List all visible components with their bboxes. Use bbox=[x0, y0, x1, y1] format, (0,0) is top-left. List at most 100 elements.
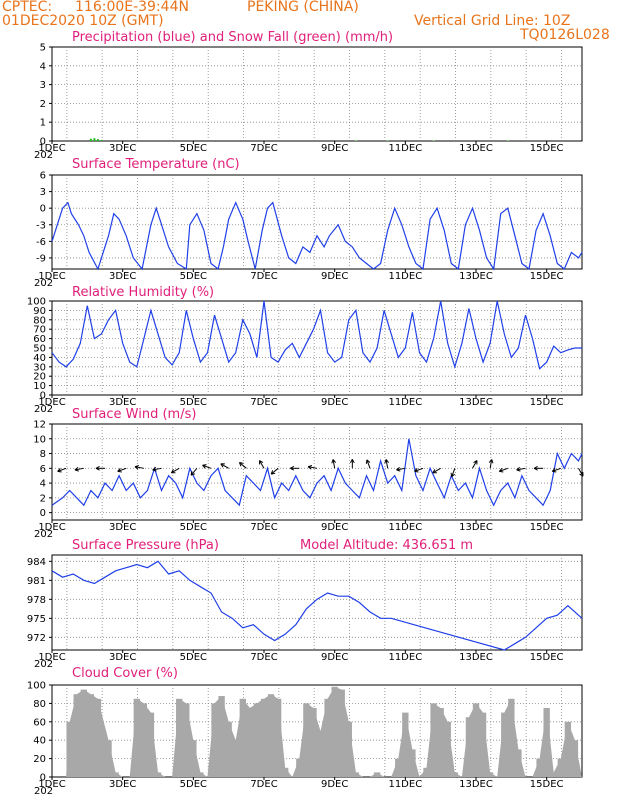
precip-xtick-label: 11DEC bbox=[388, 143, 422, 154]
rh-xtick-label: 15DEC bbox=[530, 397, 564, 408]
wind-arrow bbox=[516, 467, 526, 471]
cloud-ytick-label: 20 bbox=[33, 754, 46, 765]
rh-xtick-label: 9DEC bbox=[321, 397, 348, 408]
temp-ytick-label: -3 bbox=[36, 220, 46, 231]
wind-arrow bbox=[74, 467, 84, 471]
wind-arrow bbox=[202, 464, 212, 469]
wind-arrow-head bbox=[533, 467, 538, 471]
pressure-title: Surface Pressure (hPa) bbox=[72, 538, 219, 553]
wind-arrow-head bbox=[239, 462, 244, 464]
pressure-ytick-label: 972 bbox=[27, 633, 46, 644]
cloud-area bbox=[52, 686, 582, 777]
rh-ytick-label: 60 bbox=[33, 334, 46, 345]
wind-arrow-head bbox=[414, 468, 418, 472]
wind-ytick-label: 2 bbox=[40, 493, 46, 504]
wind-frame bbox=[51, 423, 583, 521]
rh-ytick-label: 0 bbox=[40, 391, 46, 402]
temp-xtick-label: 1DEC bbox=[38, 271, 65, 282]
wind-arrow-head bbox=[74, 469, 79, 472]
pressure-series-line bbox=[51, 560, 583, 651]
pressure-xtick-label: 13DEC bbox=[459, 652, 493, 663]
temp-xtick-label: 5DEC bbox=[180, 271, 207, 282]
wind-arrow-head bbox=[451, 473, 456, 478]
header-grid-note: Vertical Grid Line: 10Z bbox=[414, 13, 571, 29]
wind-arrow-head bbox=[414, 470, 419, 473]
wind-title: Surface Wind (m/s) bbox=[72, 407, 196, 422]
cloud-xtick-label: 1DEC bbox=[38, 779, 65, 790]
pressure-ytick-label: 984 bbox=[27, 557, 46, 568]
wind-arrow-head bbox=[498, 468, 503, 472]
cloud-year-fragment: 202 bbox=[34, 786, 53, 797]
header-model-code: TQ0126L028 bbox=[520, 27, 610, 43]
wind-arrow-head bbox=[290, 465, 295, 469]
wind-arrow-head bbox=[57, 468, 61, 472]
wind-arrow-head bbox=[270, 470, 274, 475]
cloud-xtick-label: 5DEC bbox=[180, 779, 207, 790]
wind-arrow-head bbox=[365, 459, 368, 464]
wind-arrow-head bbox=[95, 467, 100, 471]
wind-arrow-head bbox=[551, 468, 556, 472]
wind-ytick-label: 6 bbox=[40, 464, 46, 475]
precip-ytick-label: 5 bbox=[40, 43, 46, 54]
wind-ytick-label: 12 bbox=[33, 420, 46, 431]
cloud-title: Cloud Cover (%) bbox=[72, 666, 178, 681]
wind-arrow-head bbox=[190, 471, 193, 476]
temp-ytick-label: 6 bbox=[40, 171, 46, 182]
precip-bar-green bbox=[89, 138, 92, 141]
precip-bar-green bbox=[506, 140, 509, 141]
precip-xtick-label: 7DEC bbox=[250, 143, 277, 154]
precip-xtick-label: 5DEC bbox=[180, 143, 207, 154]
precip-bar-green bbox=[93, 138, 96, 141]
temp-xtick-label: 9DEC bbox=[321, 271, 348, 282]
wind-arrow-head bbox=[579, 473, 584, 477]
wind-arrow-head bbox=[307, 464, 313, 468]
pressure-ytick-label: 975 bbox=[27, 614, 46, 625]
temp-xtick-label: 3DEC bbox=[109, 271, 136, 282]
wind-xtick-label: 9DEC bbox=[321, 522, 348, 533]
rh-xtick-label: 5DEC bbox=[180, 397, 207, 408]
rh-xtick-label: 3DEC bbox=[109, 397, 136, 408]
wind-arrow bbox=[190, 467, 198, 476]
wind-arrow-head bbox=[290, 467, 295, 471]
wind-arrow-head bbox=[552, 470, 557, 473]
wind-arrow bbox=[489, 459, 493, 469]
precip-frame bbox=[51, 46, 583, 142]
pressure-xtick-label: 9DEC bbox=[321, 652, 348, 663]
wind-arrow-head bbox=[533, 465, 538, 469]
rh-ytick-label: 90 bbox=[33, 306, 46, 317]
wind-arrow bbox=[270, 467, 279, 475]
cloud-ytick-label: 40 bbox=[33, 736, 46, 747]
wind-arrow-head bbox=[450, 472, 453, 477]
wind-arrow bbox=[385, 459, 389, 469]
wind-arrow-head bbox=[516, 469, 521, 472]
cloud-xtick-label: 7DEC bbox=[250, 779, 277, 790]
wind-xtick-label: 13DEC bbox=[459, 522, 493, 533]
wind-arrow bbox=[451, 468, 456, 477]
temp-frame bbox=[51, 174, 583, 270]
temp-xtick-label: 11DEC bbox=[388, 271, 422, 282]
wind-arrow bbox=[239, 462, 247, 469]
precip-bar-green bbox=[432, 140, 435, 141]
wind-arrow-head bbox=[170, 469, 174, 474]
wind-arrow bbox=[220, 463, 229, 469]
temp-xtick-label: 7DEC bbox=[250, 271, 277, 282]
wind-arrow-head bbox=[499, 470, 504, 473]
rh-ytick-label: 30 bbox=[33, 362, 46, 373]
temp-ytick-label: 0 bbox=[40, 204, 46, 215]
header-station: PEKING (CHINA) bbox=[247, 0, 359, 15]
wind-arrow-head bbox=[134, 464, 139, 468]
temp-year-fragment: 202 bbox=[34, 278, 53, 289]
cloud-xtick-label: 3DEC bbox=[109, 779, 136, 790]
pressure-annotation: Model Altitude: 436.651 m bbox=[300, 538, 473, 553]
wind-arrow bbox=[396, 467, 406, 471]
wind-arrow-head bbox=[396, 469, 401, 472]
wind-arrow-head bbox=[57, 470, 62, 473]
wind-xtick-label: 15DEC bbox=[530, 522, 564, 533]
wind-arrow-head bbox=[152, 469, 157, 472]
wind-arrow-head bbox=[152, 466, 157, 471]
wind-arrow bbox=[308, 466, 318, 469]
pressure-xtick-label: 7DEC bbox=[250, 652, 277, 663]
wind-arrow-head bbox=[259, 460, 264, 464]
rh-ytick-label: 70 bbox=[33, 325, 46, 336]
